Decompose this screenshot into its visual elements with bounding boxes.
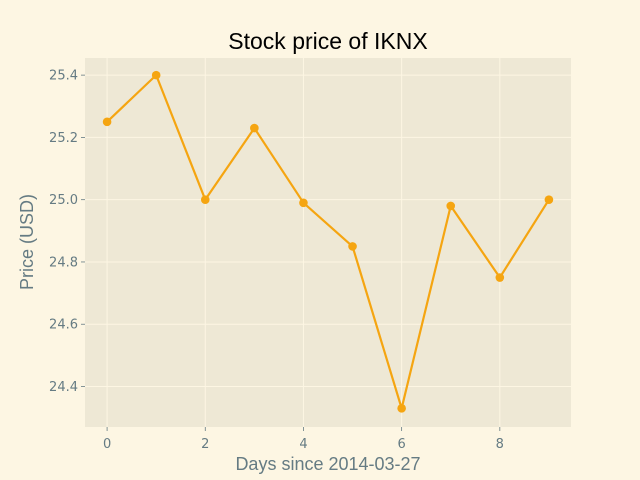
y-axis-ticks: 24.4 24.6 24.8 25.0 25.2 25.4 xyxy=(49,69,85,395)
data-point xyxy=(200,195,210,204)
y-tick-label: 25.0 xyxy=(49,193,78,208)
x-axis-label: Days since 2014-03-27 xyxy=(235,454,420,474)
y-tick-label: 24.4 xyxy=(49,380,78,395)
y-tick-label: 24.6 xyxy=(49,318,78,333)
y-tick-label: 25.2 xyxy=(49,131,78,146)
data-point xyxy=(544,195,554,204)
x-tick-label: 0 xyxy=(103,437,111,452)
x-tick-label: 6 xyxy=(397,437,405,452)
grid-lines xyxy=(85,58,571,427)
data-point xyxy=(299,198,308,208)
y-axis-label: Price (USD) xyxy=(17,194,37,290)
data-point xyxy=(446,201,456,211)
x-tick-label: 8 xyxy=(496,437,504,452)
data-point xyxy=(102,117,112,127)
data-point xyxy=(348,242,357,251)
data-point xyxy=(250,123,259,133)
data-point xyxy=(495,273,505,282)
x-axis-ticks: 0 2 4 6 8 xyxy=(103,427,504,452)
x-tick-label: 2 xyxy=(201,437,209,452)
series-group xyxy=(102,70,554,413)
data-point xyxy=(397,404,406,413)
chart-title: Stock price of IKNX xyxy=(228,28,427,54)
plot-area xyxy=(85,58,571,427)
y-tick-label: 25.4 xyxy=(49,69,78,84)
series-line xyxy=(106,74,550,410)
x-tick-label: 4 xyxy=(299,437,307,452)
data-point xyxy=(151,70,161,80)
y-tick-label: 24.8 xyxy=(49,255,78,270)
